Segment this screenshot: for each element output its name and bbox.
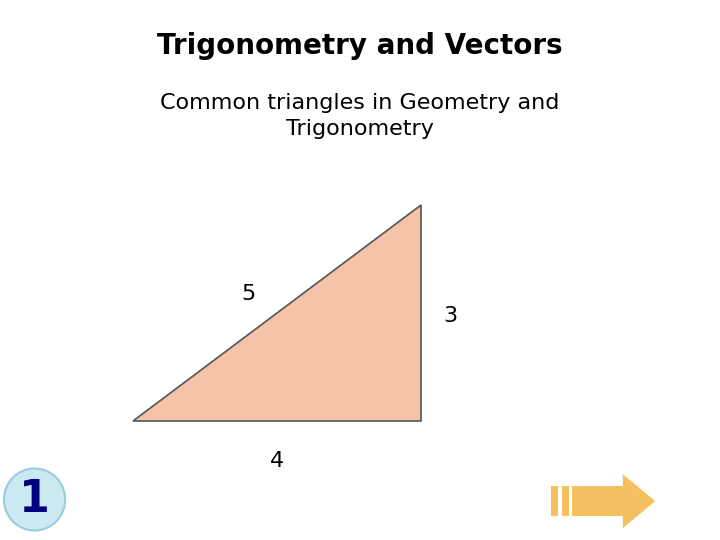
Polygon shape: [551, 486, 558, 516]
Text: 5: 5: [241, 284, 256, 305]
Polygon shape: [133, 205, 421, 421]
Text: Trigonometry and Vectors: Trigonometry and Vectors: [157, 32, 563, 60]
Text: 3: 3: [443, 306, 457, 326]
Text: Common triangles in Geometry and
Trigonometry: Common triangles in Geometry and Trigono…: [161, 93, 559, 139]
Polygon shape: [562, 486, 569, 516]
Text: 4: 4: [270, 451, 284, 471]
Polygon shape: [623, 474, 655, 528]
Polygon shape: [572, 486, 623, 516]
Ellipse shape: [4, 468, 65, 530]
Text: 1: 1: [19, 478, 50, 521]
